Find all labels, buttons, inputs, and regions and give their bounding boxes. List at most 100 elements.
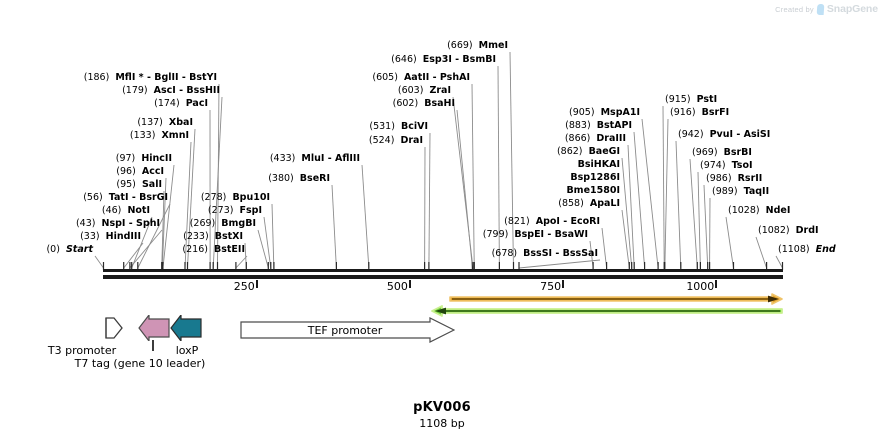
tef-promoter-arrow[interactable] [240, 317, 455, 343]
restriction-site-label[interactable]: (905) MspA1I [569, 108, 640, 118]
restriction-site-label[interactable]: (866) DraIII [565, 134, 626, 144]
restriction-site-label[interactable]: (433) MluI - AflIII [270, 154, 360, 164]
watermark-prefix: Created by [775, 4, 814, 14]
ruler-tick [408, 280, 411, 288]
restriction-site-label[interactable]: (33) HindIII [80, 232, 141, 242]
restriction-site-label[interactable]: (605) AatII - PshAI [372, 73, 470, 83]
site-position: (278) [200, 192, 227, 203]
restriction-site-label[interactable]: (862) BaeGI [557, 147, 620, 157]
site-position: (273) [207, 205, 234, 216]
site-name: BsaWI [554, 229, 588, 240]
site-position: (43) [75, 218, 96, 229]
restriction-site-label[interactable]: (915) PstI [665, 95, 717, 105]
restriction-site-label[interactable]: (1028) NdeI [728, 206, 790, 216]
site-position: (216) [182, 244, 208, 255]
t3-promoter-arrow[interactable] [102, 315, 124, 341]
restriction-site-label[interactable]: (96) AccI [116, 167, 164, 177]
restriction-site-label[interactable]: (0) Start [46, 245, 93, 255]
restriction-site-label[interactable]: (380) BseRI [268, 174, 330, 184]
site-position: (974) [700, 160, 726, 171]
restriction-site-label[interactable]: (1082) DrdI [758, 226, 819, 236]
restriction-site-label[interactable]: (858) ApaLI [558, 199, 620, 209]
site-separator: - [552, 248, 563, 259]
site-name: BstYI [189, 72, 217, 83]
restriction-site-label[interactable]: (821) ApoI - EcoRI [504, 217, 600, 227]
restriction-site-label[interactable]: (56) TatI - BsrGI [83, 193, 168, 203]
restriction-site-label[interactable]: (989) TaqII [712, 187, 769, 197]
restriction-site-label[interactable]: (43) NspI - SphI [76, 219, 160, 229]
restriction-site-label[interactable]: (174) PacI [154, 99, 208, 109]
restriction-site-label[interactable]: (1108) End [778, 245, 836, 255]
restriction-site-label[interactable]: (179) AscI - BssHII [122, 86, 220, 96]
restriction-site-label[interactable]: (216) BstEII [182, 245, 245, 255]
site-name: BseRI [299, 173, 330, 184]
site-position: (1028) [728, 205, 760, 216]
restriction-site-label[interactable]: (133) XmnI [130, 131, 189, 141]
site-position: (602) [392, 98, 419, 109]
restriction-site-label[interactable]: (986) RsrII [706, 174, 762, 184]
site-position: (95) [116, 179, 136, 190]
restriction-site-label[interactable]: (942) PvuI - AsiSI [678, 130, 770, 140]
restriction-site-label[interactable]: (883) BstAPI [565, 121, 632, 131]
site-name: HindIII [105, 231, 141, 242]
restriction-site-label[interactable]: (97) HincII [116, 154, 172, 164]
site-name: Bme1580I [566, 185, 620, 196]
site-position: (858) [558, 198, 584, 209]
restriction-site-label[interactable]: (137) XbaI [137, 118, 193, 128]
restriction-site-label[interactable]: (969) BsrBI [692, 148, 752, 158]
loxp-teal-arrow[interactable] [170, 315, 202, 341]
restriction-site-label[interactable]: (669) MmeI [447, 41, 508, 51]
restriction-site-label[interactable]: (646) Esp3I - BsmBI [391, 55, 496, 65]
site-position: (33) [80, 231, 100, 242]
plasmid-size: 1108 bp [419, 417, 465, 430]
restriction-site-label[interactable]: (916) BsrFI [670, 108, 729, 118]
restriction-site-label[interactable]: (95) SalI [116, 180, 162, 190]
green-region-arrow[interactable] [430, 305, 784, 317]
restriction-site-label[interactable]: (524) DraI [369, 136, 423, 146]
restriction-site-label[interactable]: Bme1580I [566, 186, 620, 196]
ruler-tick [562, 280, 565, 288]
restriction-site-label[interactable]: (678) BssSI - BssSaI [492, 249, 598, 259]
site-position: (905) [569, 107, 595, 118]
restriction-site-label[interactable]: (531) BciVI [369, 122, 428, 132]
site-position: (989) [712, 186, 738, 197]
site-position: (603) [397, 85, 424, 96]
site-position: (969) [692, 147, 718, 158]
site-separator: - [125, 218, 137, 229]
restriction-site-label[interactable]: (602) BsaHI [393, 99, 455, 109]
site-separator: - [175, 85, 187, 96]
restriction-site-label[interactable]: (799) BspEI - BsaWI [483, 230, 588, 240]
site-position: (133) [129, 130, 156, 141]
site-name: BssHII [186, 85, 220, 96]
t7-tag-marker[interactable] [152, 340, 154, 351]
ruler-bottom-line [103, 275, 783, 279]
site-position: (97) [115, 153, 136, 164]
orange-region-arrow[interactable] [448, 293, 784, 305]
loxp-pink-arrow[interactable] [138, 315, 170, 341]
site-name: DraI [400, 135, 423, 146]
site-name: DraIII [596, 133, 626, 144]
restriction-site-label[interactable]: (603) ZraI [398, 86, 451, 96]
ruler-tick-label: 250 [233, 280, 255, 293]
site-position: (46) [101, 205, 122, 216]
site-position: (531) [369, 121, 395, 132]
site-position: (137) [137, 117, 163, 128]
site-name: BstXI [214, 231, 243, 242]
restriction-site-label[interactable]: (186) MflI * - BglII - BstYI [84, 73, 217, 83]
restriction-site-label[interactable]: (233) BstXI [183, 232, 243, 242]
restriction-site-label[interactable]: (273) FspI [208, 206, 262, 216]
restriction-site-label[interactable]: (974) TsoI [700, 161, 753, 171]
restriction-site-label[interactable]: BsiHKAI [578, 160, 620, 170]
site-name: RsrII [737, 173, 763, 184]
restriction-site-label[interactable]: (278) Bpu10I [201, 193, 270, 203]
site-name: BciVI [400, 121, 428, 132]
site-position: (799) [482, 229, 509, 240]
restriction-site-label[interactable]: Bsp1286I [570, 173, 620, 183]
site-name: PshAI [439, 72, 470, 83]
site-separator: - [324, 153, 335, 164]
restriction-site-label[interactable]: (46) NotI [102, 206, 150, 216]
site-position: (916) [670, 107, 696, 118]
ruler-tick-label: 750 [540, 280, 562, 293]
restriction-site-label[interactable]: (269) BmgBI [190, 219, 256, 229]
